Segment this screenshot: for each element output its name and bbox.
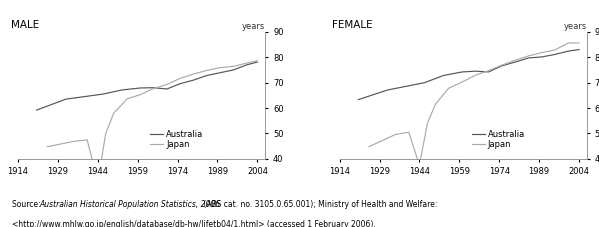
Text: Source:: Source: (12, 200, 43, 209)
Text: Australian Historical Population Statistics, 2006: Australian Historical Population Statist… (39, 200, 220, 209)
Text: (ABS cat. no. 3105.0.65.001); Ministry of Health and Welfare:: (ABS cat. no. 3105.0.65.001); Ministry o… (201, 200, 437, 209)
Legend: Australia, Japan: Australia, Japan (468, 126, 528, 152)
Text: years: years (564, 22, 587, 30)
Text: years: years (242, 22, 265, 30)
Text: MALE: MALE (11, 20, 39, 30)
Text: FEMALE: FEMALE (332, 20, 373, 30)
Legend: Australia, Japan: Australia, Japan (147, 126, 207, 152)
Text: <http://www.mhlw.go.jp/english/database/db-hw/lifetb04/1.html> (accessed 1 Febru: <http://www.mhlw.go.jp/english/database/… (12, 220, 376, 227)
